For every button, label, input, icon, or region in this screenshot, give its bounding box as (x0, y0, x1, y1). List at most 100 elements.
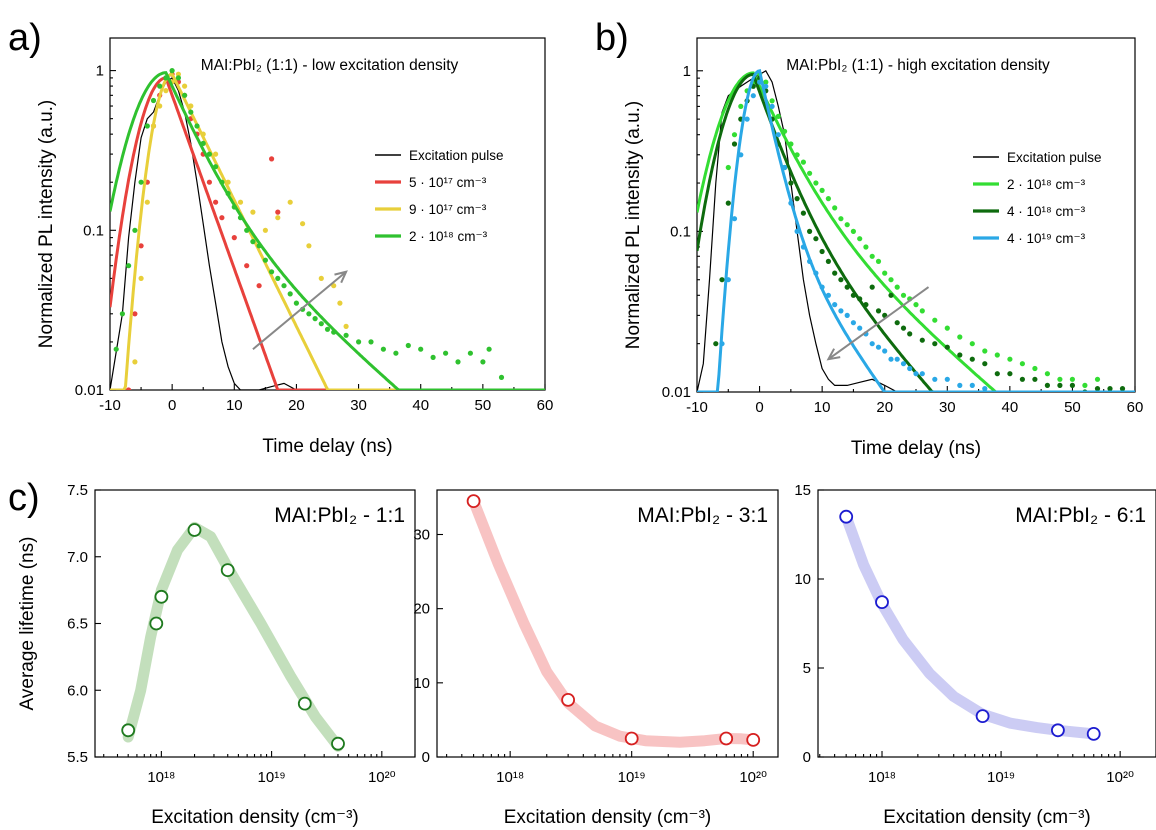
y-tick-label: 20 (413, 601, 430, 618)
data-point (713, 341, 719, 347)
panel-label-c: c) (8, 477, 40, 519)
data-point (157, 83, 163, 89)
data-point (719, 277, 725, 283)
chart-title: MAI:PbI₂ - 6:1 (1015, 504, 1146, 527)
data-point (882, 270, 888, 276)
x-axis-title: Excitation density (cm⁻³) (151, 807, 358, 828)
y-tick-label: 0.01 (662, 384, 691, 401)
data-point (919, 308, 925, 314)
data-point (807, 228, 813, 234)
data-point (832, 270, 838, 276)
data-point (969, 382, 975, 388)
fit-curve-2 (110, 71, 545, 390)
data-point (269, 156, 275, 162)
panel-label-b: b) (595, 17, 629, 59)
data-point (343, 332, 349, 338)
data-point (275, 215, 281, 221)
data-point (624, 731, 639, 746)
data-point (907, 365, 913, 372)
x-tick-label: 10²⁰ (368, 769, 396, 786)
data-point (138, 243, 144, 249)
data-point (957, 382, 963, 388)
fit-curve-2 (697, 68, 1135, 392)
y-tick-label: 1 (96, 63, 104, 80)
data-point (318, 321, 324, 327)
x-tick-label: 0 (168, 397, 176, 414)
x-tick-label: 10²⁰ (1106, 769, 1134, 786)
legend-label: 2 · 10¹⁸ cm⁻³ (409, 229, 488, 244)
data-point (206, 151, 212, 157)
data-point (1007, 356, 1013, 362)
y-axis-title: Normalized PL intensity (a.u.) (36, 100, 57, 349)
y-tick-label: 6.5 (67, 616, 88, 633)
data-point (900, 292, 907, 298)
data-point (869, 341, 875, 347)
data-point (343, 323, 349, 329)
trend-band (468, 495, 759, 748)
y-tick-label: 7.0 (67, 549, 88, 566)
data-point (213, 151, 219, 157)
data-point (1119, 386, 1126, 392)
data-point (738, 103, 744, 109)
data-point (188, 109, 194, 115)
data-point (888, 356, 894, 362)
panel-c2: 10¹⁸ 10¹⁹ 10²⁰ 0 10 20 30 Excitation density (c… (413, 489, 779, 828)
data-point (769, 103, 775, 109)
x-tick-label: 20 (288, 397, 305, 414)
data-point (368, 339, 374, 345)
data-point (331, 736, 345, 751)
trend-arrow-head (826, 348, 841, 361)
data-point (250, 209, 256, 215)
data-point (994, 371, 1000, 377)
data-point (1086, 727, 1101, 741)
x-tick-label: 0 (755, 399, 763, 416)
data-point (731, 132, 738, 138)
legend-label: 4 · 10¹⁸ cm⁻³ (1007, 204, 1086, 219)
data-point (750, 93, 756, 99)
plot-frame (817, 489, 1156, 758)
data-point (1019, 376, 1025, 382)
chart-title: MAI:PbI₂ (1:1) - high excitation density (786, 57, 1050, 74)
trend-band (840, 511, 1100, 740)
data-point (957, 352, 963, 358)
data-point (430, 354, 436, 360)
x-tick-label: 30 (939, 399, 956, 416)
data-point (300, 221, 306, 227)
data-point (175, 71, 181, 77)
data-point (287, 291, 293, 297)
data-point (297, 696, 312, 711)
data-point (832, 302, 838, 308)
x-axis-title: Excitation density (cm⁻³) (504, 807, 711, 828)
y-tick-label: 30 (413, 527, 430, 544)
data-point (281, 283, 287, 289)
x-tick-label: 10²⁰ (739, 769, 767, 786)
data-point (380, 346, 386, 352)
data-point (982, 386, 988, 392)
x-tick-label: 10 (226, 397, 243, 414)
data-point (561, 693, 575, 707)
data-point (919, 337, 925, 343)
data-point (1057, 382, 1063, 388)
data-point (982, 361, 988, 367)
data-point (132, 359, 138, 365)
y-tick-label: 0 (422, 749, 430, 766)
data-point (393, 350, 399, 356)
x-tick-label: 60 (1127, 399, 1144, 416)
panel-c3: 10¹⁸ 10¹⁹ 10²⁰ 0 5 10 15 Excitation density (cm… (794, 482, 1156, 828)
data-point (237, 199, 244, 205)
data-point (405, 342, 411, 349)
legend-label-pulse: Excitation pulse (409, 148, 504, 163)
data-point (149, 616, 164, 631)
data-point (894, 284, 900, 290)
x-tick-label: 30 (350, 397, 367, 414)
data-point (219, 215, 225, 221)
data-point (907, 331, 913, 337)
y-tick-label: 10 (413, 675, 430, 692)
data-point (486, 346, 492, 352)
data-point (443, 350, 449, 356)
plot-area (697, 68, 1135, 392)
data-point (144, 123, 150, 129)
x-tick-label: 10¹⁸ (496, 769, 524, 786)
x-tick-label: 40 (412, 397, 429, 414)
